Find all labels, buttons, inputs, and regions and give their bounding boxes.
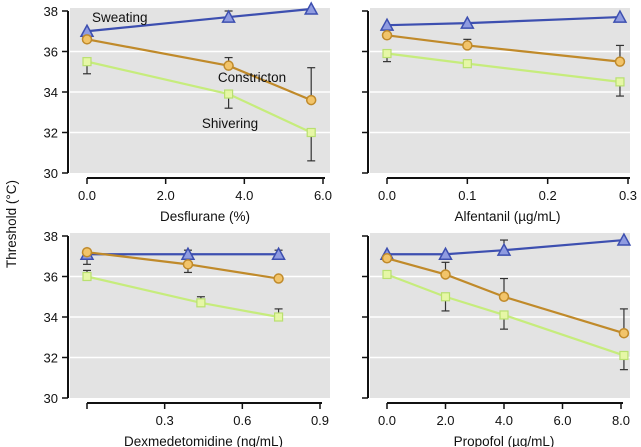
data-point-circle: [81, 34, 93, 45]
data-point-square: [82, 271, 92, 282]
series-shivering: [382, 269, 629, 371]
data-point-square: [224, 89, 234, 99]
data-point-triangle: [496, 242, 512, 256]
data-point-circle: [305, 94, 317, 106]
x-tick-label: 2.0: [157, 188, 175, 203]
y-tick-label: 38: [44, 229, 58, 244]
series-constriction: [381, 253, 630, 339]
panel-3: 30 32 34 36 38 0.3 0.6 0.9 Dexmedetomidine (ng/m…: [44, 229, 330, 447]
data-point-triangle: [438, 246, 453, 260]
series-label-constriction: Constricton: [218, 70, 286, 85]
x-tick-label: 0.9: [311, 413, 329, 428]
x-tick-label: 0.6: [233, 413, 251, 428]
x-tick-label: 0.2: [539, 188, 557, 203]
data-point-triangle: [616, 232, 632, 246]
x-tick-label: 0.3: [156, 413, 174, 428]
y-tick-label: 34: [44, 85, 58, 100]
y-tick-label: 34: [44, 310, 58, 325]
series-shivering: [382, 48, 625, 97]
plot-background: [70, 233, 330, 398]
series-label-sweating: Sweating: [92, 10, 148, 25]
data-point-circle: [223, 60, 234, 71]
series-shivering: [82, 57, 316, 162]
data-point-square: [273, 312, 284, 322]
y-tick-label: 30: [44, 166, 58, 181]
x-tick-label: 4.0: [495, 413, 513, 428]
x-tick-label: 0.0: [378, 188, 396, 203]
x-tick-label: 4.0: [235, 188, 253, 203]
panel-2: 0.0 0.1 0.2 0.3 Alfentanil (µg/mL): [362, 8, 637, 224]
data-point-circle: [614, 56, 626, 67]
x-axis-title: Propofol (µg/mL): [454, 434, 555, 447]
data-point-square: [382, 48, 392, 59]
y-tick-label: 32: [44, 126, 58, 141]
data-point-triangle: [303, 1, 319, 15]
y-tick-label: 32: [44, 351, 58, 366]
data-point-square: [382, 269, 392, 280]
data-point-square: [462, 59, 472, 69]
y-tick-label: 36: [44, 45, 58, 60]
data-point-square: [499, 310, 509, 320]
panel-4: 0.0 2.0 4.0 6.0 8.0 Propofol (µg/mL): [362, 232, 632, 447]
x-tick-label: 8.0: [612, 413, 630, 428]
series-shivering: [82, 269, 284, 322]
panel-1: 30 32 34 36 38 0.0 2.0 4.0 6.0 Desflurane (%) Swea…: [44, 1, 332, 224]
x-tick-label: 6.0: [314, 188, 332, 203]
y-tick-label: 30: [44, 391, 58, 406]
data-point-circle: [182, 259, 194, 270]
data-point-square: [82, 57, 92, 67]
data-point-square: [440, 292, 451, 302]
data-point-square: [196, 298, 206, 308]
series-constriction: [81, 34, 317, 106]
x-tick-label: 0.0: [78, 188, 96, 203]
data-point-circle: [618, 327, 630, 339]
series-line: [386, 257, 625, 335]
data-point-circle: [498, 291, 510, 302]
data-point-triangle: [460, 15, 475, 29]
data-point-circle: [81, 246, 93, 258]
y-axis-title: Threshold (°C): [4, 180, 19, 268]
data-point-circle: [462, 40, 473, 51]
data-point-circle: [440, 269, 451, 280]
series-label-shivering: Shivering: [202, 116, 258, 131]
series-sweating: [79, 1, 319, 37]
series-line: [387, 238, 625, 256]
series-constriction: [81, 246, 284, 284]
y-tick-label: 38: [44, 4, 58, 19]
data-point-triangle: [612, 9, 628, 23]
x-tick-label: 0.0: [378, 413, 396, 428]
series-constriction: [381, 30, 626, 67]
x-axis-title: Desflurane (%): [160, 209, 250, 224]
data-point-square: [306, 127, 316, 138]
data-point-circle: [381, 253, 393, 264]
x-tick-label: 6.0: [553, 413, 571, 428]
data-point-triangle: [271, 246, 286, 260]
x-tick-label: 2.0: [436, 413, 454, 428]
data-point-circle: [273, 273, 284, 284]
series-sweating: [379, 9, 628, 31]
data-point-circle: [381, 30, 393, 41]
y-tick-label: 36: [44, 270, 58, 285]
x-axis-title: Alfentanil (µg/mL): [454, 209, 560, 224]
series-line: [386, 273, 625, 357]
plot-background: [370, 8, 630, 173]
x-tick-label: 0.1: [458, 188, 476, 203]
data-point-triangle: [221, 9, 236, 23]
data-point-square: [615, 77, 625, 87]
x-tick-label: 0.3: [619, 188, 637, 203]
x-axis-title: Dexmedetomidine (ng/mL): [124, 434, 283, 447]
data-point-square: [619, 350, 629, 361]
